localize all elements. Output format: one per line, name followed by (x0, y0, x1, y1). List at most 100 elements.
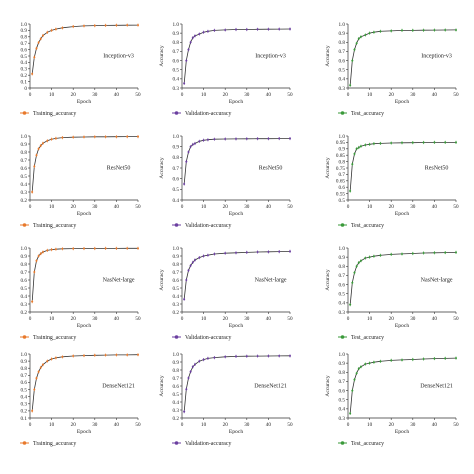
data-point (278, 354, 281, 357)
y-tick-label: 0.5 (173, 187, 180, 193)
data-point (278, 28, 281, 31)
y-tick-label: 0.7 (339, 273, 346, 279)
y-tick-label: 0.8 (173, 262, 180, 268)
data-point (50, 248, 53, 251)
data-point (202, 255, 205, 257)
data-point (187, 48, 190, 51)
y-tick-label: 0.1 (21, 416, 28, 422)
y-tick-label: 1.0 (21, 22, 28, 28)
data-point (213, 29, 216, 32)
x-axis-label: Epoch (395, 323, 409, 329)
x-tick-label: 50 (135, 204, 141, 210)
data-point (455, 357, 457, 360)
y-tick-label: 0.5 (339, 398, 346, 404)
x-axis-label: Epoch (77, 99, 91, 105)
data-point (359, 365, 362, 368)
x-tick-label: 10 (367, 92, 373, 98)
data-point (390, 359, 393, 362)
data-point (191, 36, 194, 39)
y-tick-label: 1.0 (339, 22, 346, 28)
y-tick-label: 0.65 (336, 179, 345, 185)
data-point (126, 247, 129, 250)
data-point (54, 356, 57, 359)
x-tick-label: 40 (114, 204, 120, 210)
data-point (357, 37, 360, 40)
model-label: DenseNet121 (254, 383, 287, 389)
y-tick-label: 0.3 (21, 302, 28, 308)
data-point (193, 259, 196, 261)
data-point (189, 370, 192, 373)
y-tick-label: 0.8 (173, 40, 180, 46)
data-point (372, 142, 375, 145)
legend-label: Training_accuracy (33, 335, 76, 341)
y-tick-label: 0.4 (173, 198, 180, 204)
y-tick-label: 1.0 (21, 352, 28, 358)
data-point (364, 33, 367, 36)
x-tick-label: 30 (410, 316, 416, 322)
chart-densenet121-training-accuracy: 0.10.20.3 0.40.50.60.70.80.91.0 0 10 20 30 40 5… (20, 352, 141, 447)
data-point (198, 256, 201, 259)
x-axis-label: Epoch (229, 323, 243, 329)
legend-label: Training_accuracy (33, 111, 76, 117)
y-tick-label: 0.9 (339, 31, 346, 37)
legend-label: Training_accuracy (33, 441, 76, 447)
data-point (93, 135, 96, 138)
y-tick-label: 0.6 (173, 384, 180, 390)
data-point (37, 147, 40, 150)
x-tick-label: 20 (223, 422, 229, 428)
y-tick-label: 0.3 (21, 190, 28, 196)
chart-inception-v3-test-accuracy: 0.3 0.4 0.5 0.6 0.7 0.8 0.9 1.0 0 10 20 30 40 50 Epoch… (325, 22, 459, 117)
data-point (364, 363, 367, 366)
data-point (390, 142, 393, 145)
x-tick-label: 30 (244, 422, 250, 428)
data-point (422, 252, 425, 255)
data-point (72, 25, 75, 28)
y-tick-label: 0.8 (21, 150, 28, 156)
x-tick-label: 20 (389, 422, 395, 428)
data-point (41, 142, 44, 145)
legend-label: Test_accuracy (351, 111, 384, 117)
data-point (137, 247, 139, 250)
data-point (368, 143, 371, 146)
data-point (198, 360, 201, 363)
y-tick-label: 0.5 (339, 198, 346, 204)
data-point (46, 249, 49, 252)
data-point (411, 252, 414, 255)
y-axis-label: Accuracy (325, 157, 331, 179)
data-point (189, 145, 192, 148)
x-tick-label: 40 (432, 316, 438, 322)
data-point (355, 42, 358, 45)
y-tick-label: 0.6 (339, 282, 346, 288)
y-tick-label: 0.75 (336, 166, 345, 172)
data-point (183, 410, 186, 413)
y-tick-label: 0.2 (173, 310, 180, 316)
x-axis-label: Epoch (77, 429, 91, 435)
y-tick-label: 0.8 (339, 370, 346, 376)
data-point (206, 254, 209, 257)
x-tick-label: 20 (223, 316, 229, 322)
y-tick-label: 0.2 (173, 416, 180, 422)
legend-label: Test_accuracy (351, 335, 384, 341)
data-point (355, 372, 358, 375)
data-point (278, 250, 281, 253)
data-point (379, 254, 382, 257)
y-tick-label: 0.4 (21, 182, 28, 188)
x-tick-label: 40 (114, 316, 120, 322)
x-tick-label: 20 (71, 92, 77, 98)
chart-nasnet-large-validation-accuracy: 0.2 0.3 0.4 0.5 0.6 0.7 0.8 0.9 1.0 0 10 20 30 40 50 Ep… (159, 246, 293, 341)
y-tick-label: 0.5 (21, 54, 28, 60)
y-tick-label: 0.5 (173, 392, 180, 398)
data-point (245, 28, 248, 31)
y-tick-label: 0.4 (339, 77, 346, 83)
y-tick-label: 0.4 (339, 407, 346, 413)
data-point (115, 24, 118, 27)
data-point (289, 28, 291, 31)
y-tick-label: 0.7 (173, 270, 180, 276)
chart-inception-v3-training-accuracy: 00.10.20.30.40.50.60.70.80.91.00 10 20 30 40… (20, 22, 141, 117)
x-tick-label: 40 (432, 422, 438, 428)
data-point (61, 26, 64, 29)
model-label: ResNet50 (259, 165, 283, 171)
data-point (33, 271, 36, 273)
y-tick-label: 0.55 (336, 191, 345, 197)
model-label: Inception-v3 (103, 53, 134, 59)
